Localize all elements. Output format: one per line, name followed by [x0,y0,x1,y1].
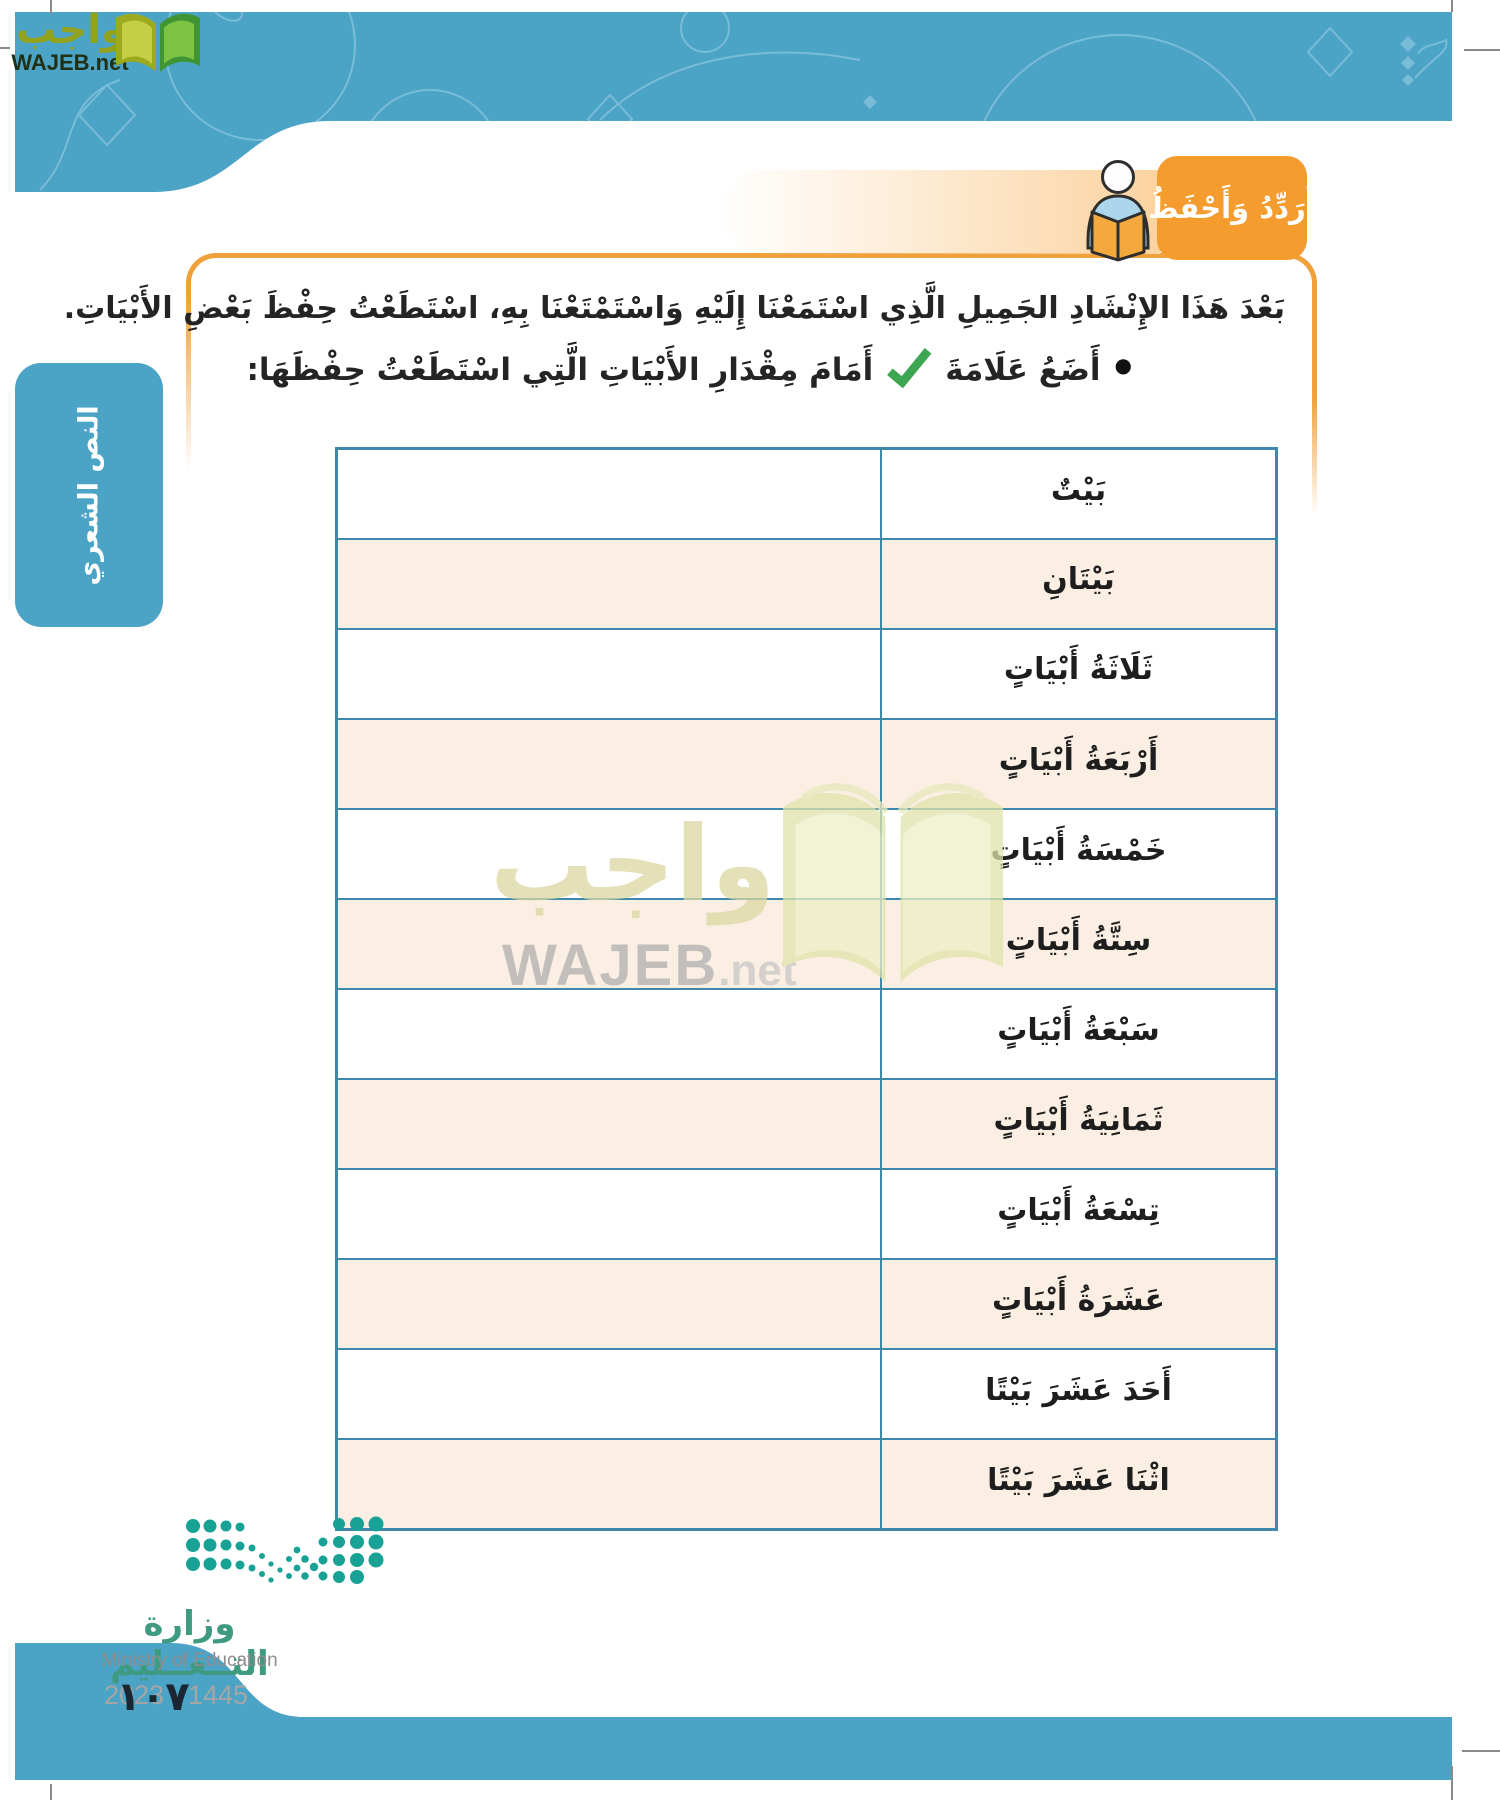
verse-count-label: سِتَّةُ أَبْيَاتٍ [880,897,1278,990]
wajeb-logo: واجب WAJEB.net [10,6,210,80]
answer-cell[interactable] [335,987,882,1081]
edition-years: 2023 - 1445 [103,1680,249,1710]
table-row: خَمْسَةُ أَبْيَاتٍ [335,807,1278,900]
ministry-name-arabic: وزارة التــعــليم [110,1604,269,1684]
ministry-of-education-logo [186,1516,384,1584]
ministry-name-english: Ministry of Education [101,1650,278,1671]
instruction-box-border-right [1312,299,1317,515]
answer-cell[interactable] [335,1438,882,1531]
crop-mark [50,1784,52,1800]
answer-cell[interactable] [335,537,882,630]
verse-count-label: بَيْتٌ [880,447,1278,540]
answer-cell[interactable] [335,807,882,900]
crop-mark [50,0,52,14]
table-row: بَيْتَانِ [335,537,1278,630]
answer-cell[interactable] [335,447,882,540]
table-row: ثَمَانِيَةُ أَبْيَاتٍ [335,1078,1278,1171]
answer-cell[interactable] [335,717,882,810]
crop-mark [0,47,10,49]
instruction-box-border [186,253,1317,301]
crop-mark [1451,1766,1453,1800]
table-row: أَحَدَ عَشَرَ بَيْتًا [335,1348,1278,1441]
answer-cell[interactable] [335,1258,882,1351]
crop-mark [1464,49,1500,51]
answer-cell[interactable] [335,627,882,720]
table-row: عَشَرَةُ أَبْيَاتٍ [335,1258,1278,1351]
open-book-icon [116,13,200,73]
checkmark-icon [887,348,932,389]
verse-count-label: سَبْعَةُ أَبْيَاتٍ [880,987,1278,1081]
answer-cell[interactable] [335,1078,882,1171]
verse-count-label: ثَمَانِيَةُ أَبْيَاتٍ [880,1078,1278,1171]
answer-cell[interactable] [335,1348,882,1441]
verse-count-label: أَحَدَ عَشَرَ بَيْتًا [880,1348,1278,1441]
wajeb-logo-domain: WAJEB.net [11,50,129,75]
repeat-memorize-badge: أُرَدِّدُ وَأَحْفَظُ [1148,156,1316,260]
page-number: ١٠٧ [116,1674,190,1720]
answer-cell[interactable] [335,1168,882,1261]
memorize-table-body: بَيْتٌ بَيْتَانِ ثَلَاثَةُ أَبْيَاتٍ أَرْبَ… [335,447,1278,1531]
sidebar-tab-label: النص الشعري [73,404,105,586]
verse-count-label: أَرْبَعَةُ أَبْيَاتٍ [880,717,1278,810]
verse-count-label: تِسْعَةُ أَبْيَاتٍ [880,1168,1278,1261]
table-row: أَرْبَعَةُ أَبْيَاتٍ [335,717,1278,810]
verse-count-label: خَمْسَةُ أَبْيَاتٍ [880,807,1278,900]
table-row: سَبْعَةُ أَبْيَاتٍ [335,987,1278,1081]
memorization-table: بَيْتٌ بَيْتَانِ ثَلَاثَةُ أَبْيَاتٍ أَرْبَ… [335,447,1278,1531]
bullet-icon: ● [1114,353,1132,377]
verse-count-label: بَيْتَانِ [880,537,1278,630]
table-row: سِتَّةُ أَبْيَاتٍ [335,897,1278,990]
reading-person-icon [1086,160,1150,262]
table-row: اثْنَا عَشَرَ بَيْتًا [335,1438,1278,1531]
task-sentence: ● أَضَعُ عَلَامَةَ أَمَامَ مِقْدَارِ الأَب… [247,346,1132,396]
table-row: ثَلَاثَةُ أَبْيَاتٍ [335,627,1278,720]
crop-mark [1451,0,1453,12]
instruction-box-border-left [186,299,191,471]
table-row: تِسْعَةُ أَبْيَاتٍ [335,1168,1278,1261]
answer-cell[interactable] [335,897,882,990]
footer-band [15,1643,1452,1780]
verse-count-label: ثَلَاثَةُ أَبْيَاتٍ [880,627,1278,720]
crop-mark [1462,1750,1500,1752]
badge-label: أُرَدِّدُ وَأَحْفَظُ [1148,191,1316,225]
verse-count-label: عَشَرَةُ أَبْيَاتٍ [880,1258,1278,1351]
task-text-tail: أَمَامَ مِقْدَارِ الأَبْيَاتِ الَّتِي اس… [246,352,874,388]
table-row: بَيْتٌ [335,447,1278,540]
intro-sentence: بَعْدَ هَذَا الإِنْشَادِ الجَمِيلِ الَّذ… [63,291,1285,326]
verse-count-label: اثْنَا عَشَرَ بَيْتًا [880,1438,1278,1531]
wajeb-logo-arabic: واجب [16,7,126,53]
task-text-lead: أَضَعُ عَلَامَةَ [945,352,1101,388]
sidebar-tab-poetic-text[interactable]: النص الشعري [15,363,163,627]
